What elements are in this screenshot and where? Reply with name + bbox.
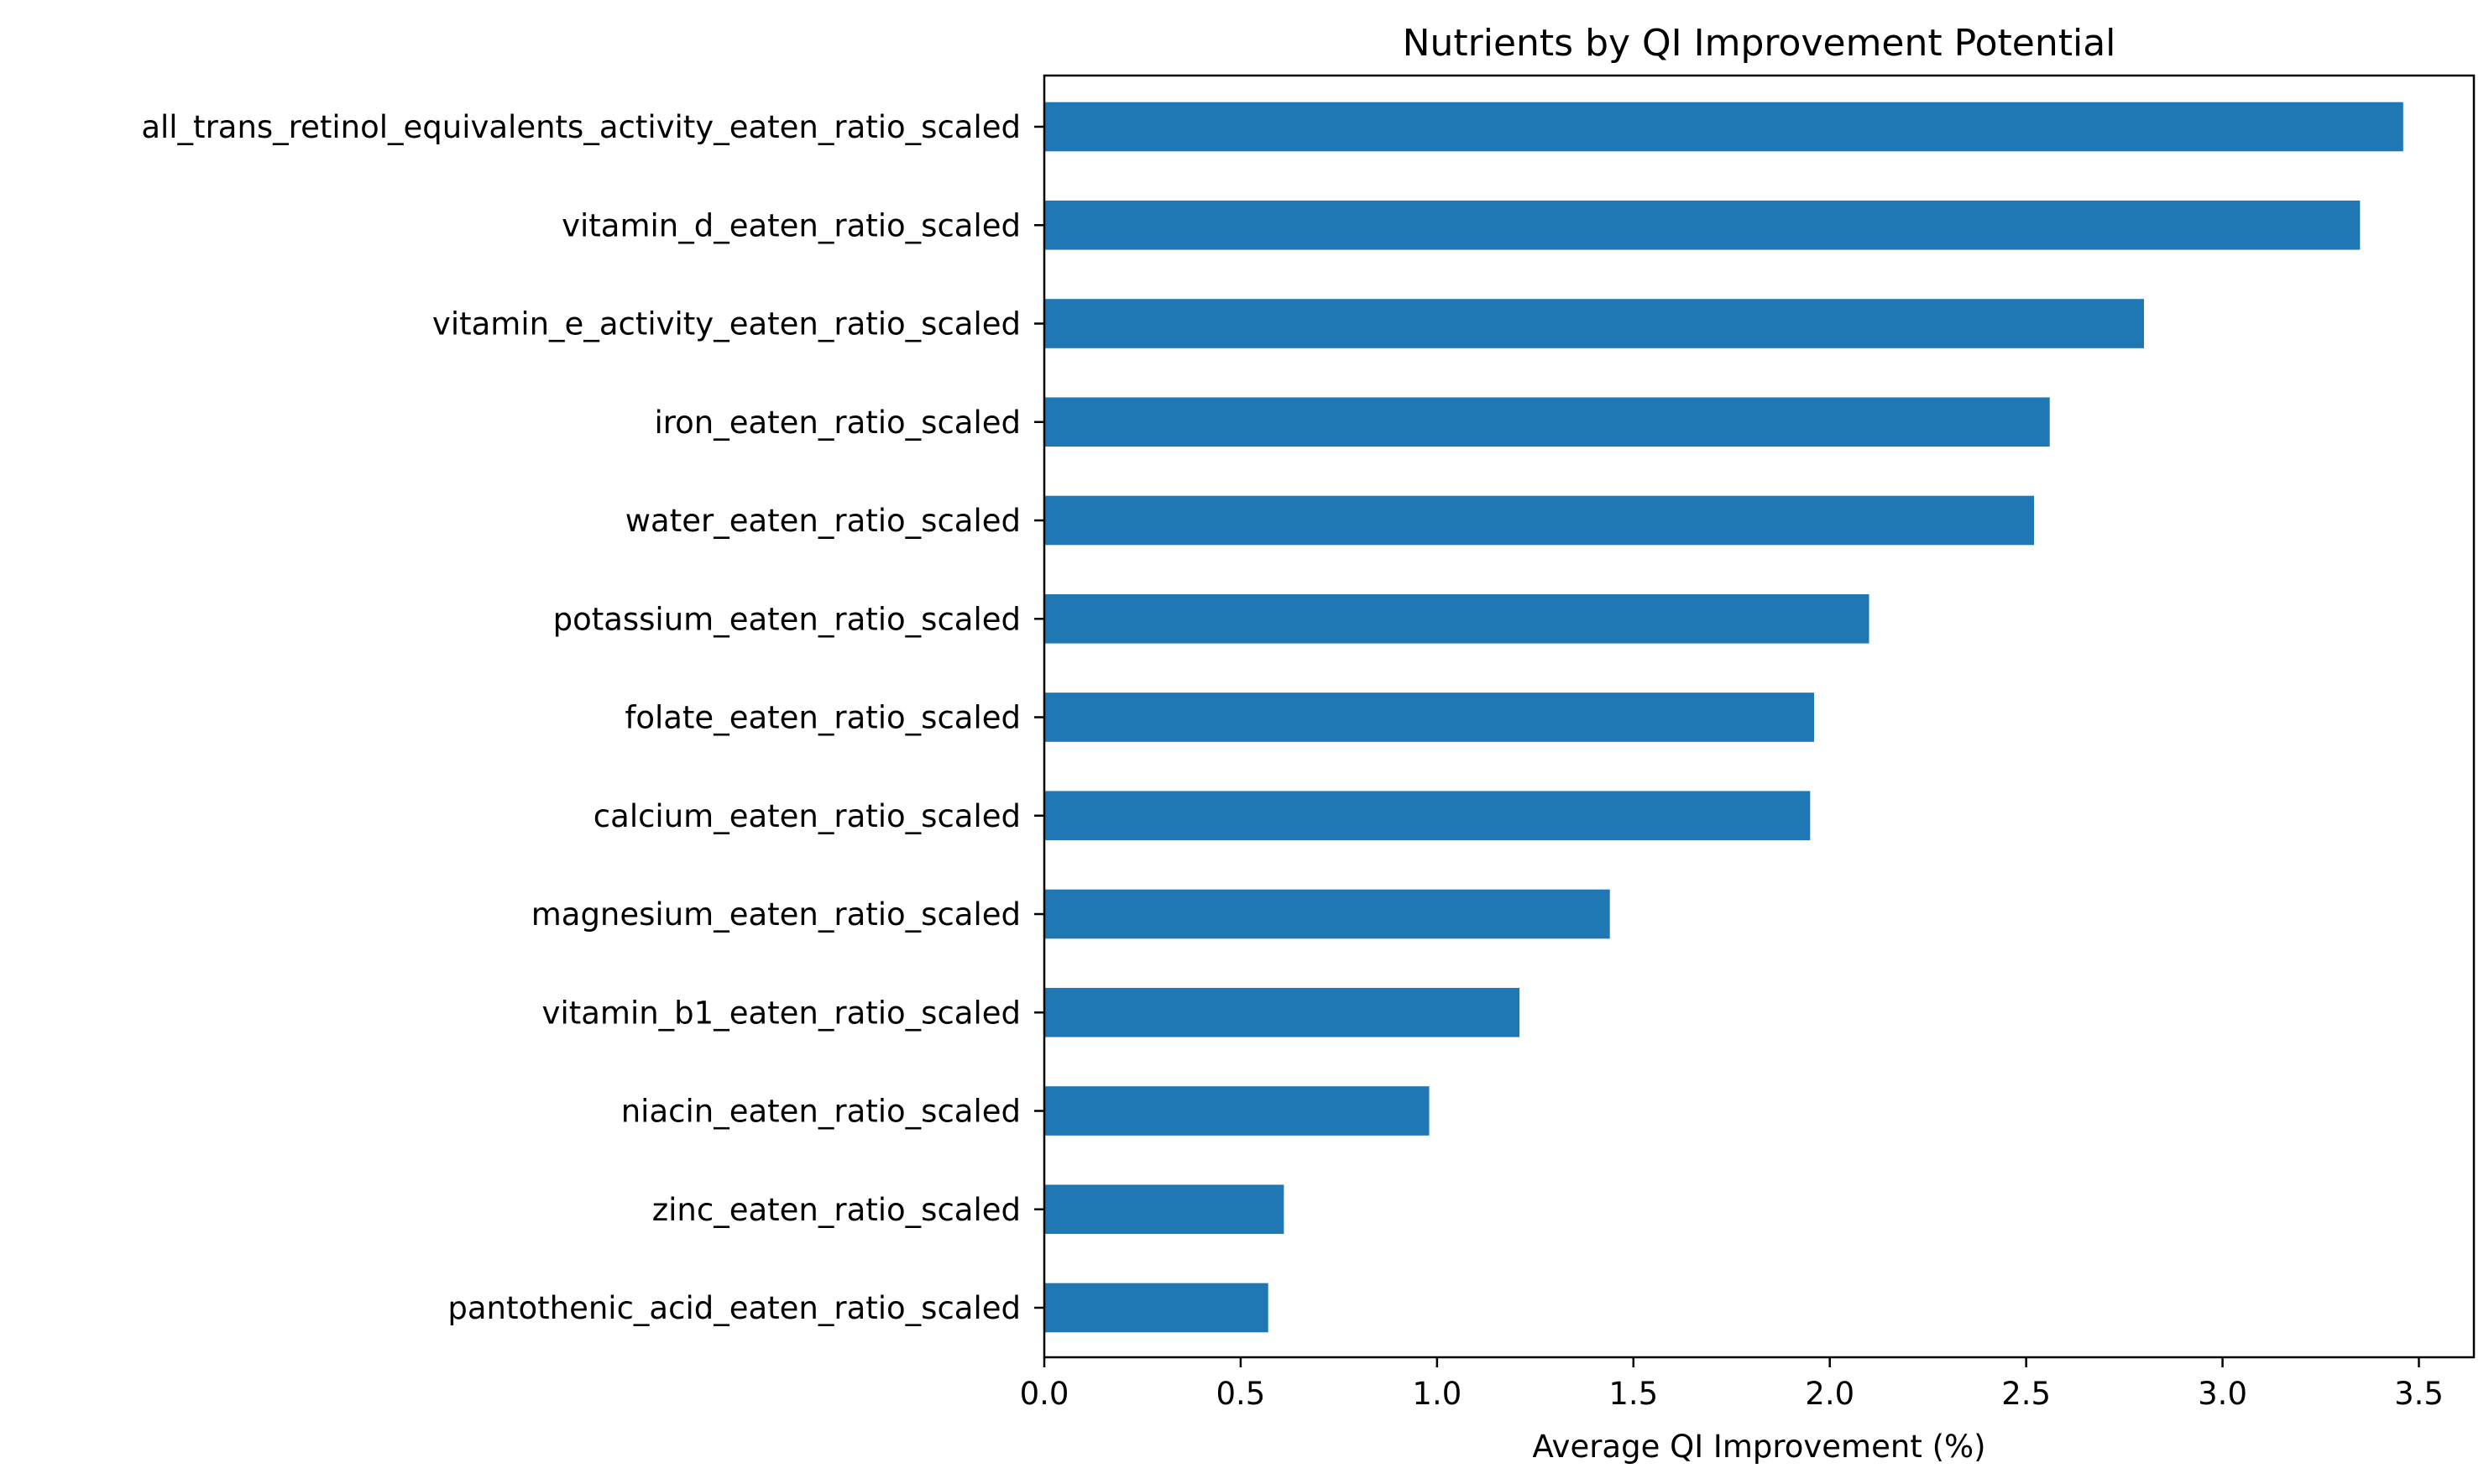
bar <box>1044 987 1520 1037</box>
x-tick-label: 1.5 <box>1608 1376 1658 1412</box>
bar <box>1044 102 2403 152</box>
bar <box>1044 692 1814 742</box>
category-label: vitamin_e_activity_eaten_ratio_scaled <box>432 306 1021 342</box>
x-tick-label: 3.0 <box>2198 1376 2247 1412</box>
category-label: water_eaten_ratio_scaled <box>625 503 1021 539</box>
x-ticks-group: 0.0 0.5 1.0 1.5 2.0 2.5 3.0 3.5 <box>1020 1357 2444 1412</box>
bar <box>1044 1283 1268 1333</box>
category-label: all_trans_retinol_equivalents_activity_e… <box>141 109 1021 145</box>
chart-title: Nutrients by QI Improvement Potential <box>1403 22 2116 65</box>
x-tick-label: 0.0 <box>1020 1376 1069 1412</box>
bar <box>1044 200 2361 250</box>
x-tick-label: 3.5 <box>2394 1376 2444 1412</box>
bar <box>1044 299 2144 348</box>
category-label: pantothenic_acid_eaten_ratio_scaled <box>447 1290 1021 1326</box>
x-tick-label: 2.0 <box>1805 1376 1854 1412</box>
category-label: folate_eaten_ratio_scaled <box>625 700 1021 736</box>
category-label: magnesium_eaten_ratio_scaled <box>531 896 1021 933</box>
category-label: potassium_eaten_ratio_scaled <box>553 601 1021 637</box>
plot-frame <box>1043 74 2476 1359</box>
x-axis-label: Average QI Improvement (%) <box>1532 1429 1985 1465</box>
bar <box>1044 889 1610 939</box>
category-label: niacin_eaten_ratio_scaled <box>621 1094 1021 1130</box>
category-label: iron_eaten_ratio_scaled <box>654 405 1021 441</box>
bar <box>1044 593 1869 644</box>
x-tick-label: 2.5 <box>2001 1376 2051 1412</box>
bar <box>1044 495 2034 546</box>
category-label: vitamin_b1_eaten_ratio_scaled <box>542 995 1021 1031</box>
category-label: calcium_eaten_ratio_scaled <box>593 798 1021 834</box>
bar <box>1044 791 1811 841</box>
bar <box>1044 1184 1284 1235</box>
bar <box>1044 397 2050 447</box>
category-label: vitamin_d_eaten_ratio_scaled <box>562 207 1021 243</box>
x-tick-label: 0.5 <box>1216 1376 1266 1412</box>
bars-group <box>1044 102 2403 1333</box>
category-labels-group: all_trans_retinol_equivalents_activity_e… <box>141 109 1044 1326</box>
x-tick-label: 1.0 <box>1412 1376 1462 1412</box>
bar <box>1044 1086 1430 1136</box>
category-label: zinc_eaten_ratio_scaled <box>652 1192 1021 1228</box>
